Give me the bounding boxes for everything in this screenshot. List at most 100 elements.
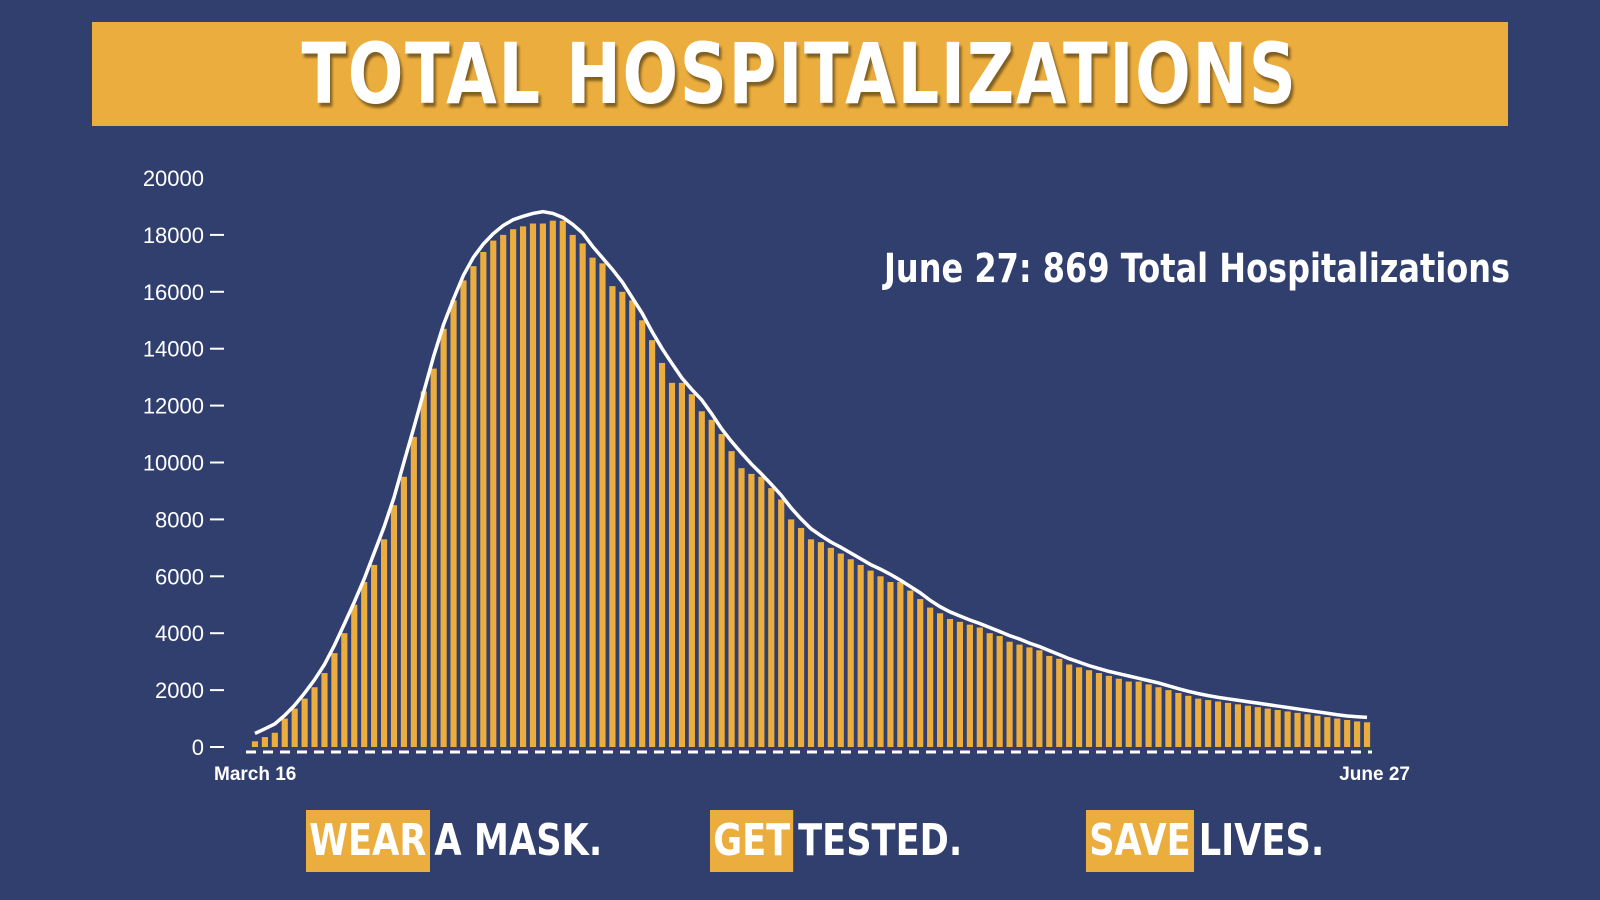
bar xyxy=(1095,673,1103,747)
y-tick-label: 6000 xyxy=(155,564,204,589)
bar xyxy=(271,732,278,747)
bar xyxy=(1046,655,1053,747)
bar xyxy=(390,505,398,747)
bar xyxy=(291,708,298,747)
bar xyxy=(1324,717,1331,747)
bar xyxy=(1234,704,1242,747)
bar xyxy=(847,559,854,747)
bar xyxy=(1016,644,1023,747)
bar xyxy=(1354,721,1361,747)
bar xyxy=(480,251,487,747)
chart-title: TOTAL HOSPITALIZATIONS xyxy=(301,25,1299,123)
bar xyxy=(589,257,596,747)
bar xyxy=(907,590,914,747)
bar xyxy=(986,633,993,747)
bar xyxy=(748,473,755,747)
bar xyxy=(708,419,715,747)
bar xyxy=(261,737,268,747)
bar xyxy=(311,687,318,747)
bar xyxy=(450,300,457,747)
bar xyxy=(1066,664,1073,747)
bar xyxy=(946,618,954,747)
y-tick-label: 2000 xyxy=(155,678,204,703)
bar xyxy=(1284,711,1291,747)
bar xyxy=(1026,647,1033,747)
footer-wear-mask: WEAR A MASK. xyxy=(306,810,676,872)
bar xyxy=(807,539,815,747)
bar xyxy=(966,624,973,747)
bar xyxy=(1215,701,1222,747)
bar xyxy=(1274,710,1281,747)
title-banner: TOTAL HOSPITALIZATIONS xyxy=(92,22,1508,126)
bar xyxy=(718,434,725,747)
footer-highlight-get: GET xyxy=(710,810,794,872)
bar xyxy=(1056,658,1063,747)
y-tick-label: 16000 xyxy=(143,280,204,305)
bar xyxy=(490,240,497,747)
bar xyxy=(430,368,437,747)
bar xyxy=(460,280,467,747)
y-tick-label: 10000 xyxy=(143,451,204,476)
bars-group xyxy=(251,220,1371,748)
footer-highlight-wear: WEAR xyxy=(306,810,430,872)
footer-text-tested: TESTED. xyxy=(798,815,963,866)
bar xyxy=(649,340,656,747)
footer-highlight-save: SAVE xyxy=(1086,810,1194,872)
bar xyxy=(321,673,328,747)
bar xyxy=(927,607,934,747)
bar xyxy=(738,468,745,747)
y-axis: 0 2000 4000 6000 8000 10000 12000 14000 16000 180… xyxy=(143,166,224,760)
bar xyxy=(1115,678,1122,747)
bar xyxy=(877,576,884,747)
x-start-label: March 16 xyxy=(214,764,296,785)
bar xyxy=(837,553,844,747)
bar xyxy=(380,539,388,747)
bar xyxy=(1076,667,1083,747)
trend-line xyxy=(254,209,1368,736)
bar xyxy=(1185,695,1192,747)
bar xyxy=(1155,687,1162,747)
bar xyxy=(410,436,417,747)
bar xyxy=(668,382,676,747)
y-tick-label: 14000 xyxy=(143,337,204,362)
footer-text-mask: A MASK. xyxy=(434,815,603,866)
bar xyxy=(698,411,705,747)
bar xyxy=(887,581,894,747)
bar xyxy=(897,581,904,747)
y-tick-label: 4000 xyxy=(155,621,204,646)
bar xyxy=(758,476,765,747)
bar xyxy=(470,266,477,747)
bar xyxy=(420,391,427,748)
bar xyxy=(857,564,864,747)
bar xyxy=(629,300,636,747)
y-tick-label: 12000 xyxy=(143,394,204,419)
bar xyxy=(1006,641,1013,747)
bar xyxy=(1175,692,1182,747)
x-end-label: June 27 xyxy=(1339,764,1410,785)
bar xyxy=(996,636,1003,747)
bar xyxy=(301,698,308,747)
bar xyxy=(539,223,546,747)
y-tick-label: 0 xyxy=(192,735,204,760)
bar xyxy=(976,627,983,747)
bar xyxy=(331,653,338,747)
footer-save-lives: SAVE LIVES. xyxy=(1086,810,1384,872)
bar xyxy=(1314,715,1321,747)
bar xyxy=(1363,722,1371,747)
bar xyxy=(1244,705,1251,747)
bar xyxy=(1145,684,1152,747)
bar xyxy=(1195,698,1202,747)
latest-value-annotation: June 27: 869 Total Hospitalizations xyxy=(884,246,1511,292)
bar xyxy=(797,527,805,747)
bar xyxy=(937,613,944,747)
bar xyxy=(1205,700,1212,747)
bar xyxy=(341,633,348,747)
bar xyxy=(281,718,288,747)
bar xyxy=(400,476,407,747)
bar xyxy=(519,226,527,747)
bar xyxy=(658,362,666,747)
bar xyxy=(559,220,566,748)
bar xyxy=(1304,714,1311,747)
bar xyxy=(827,547,834,747)
